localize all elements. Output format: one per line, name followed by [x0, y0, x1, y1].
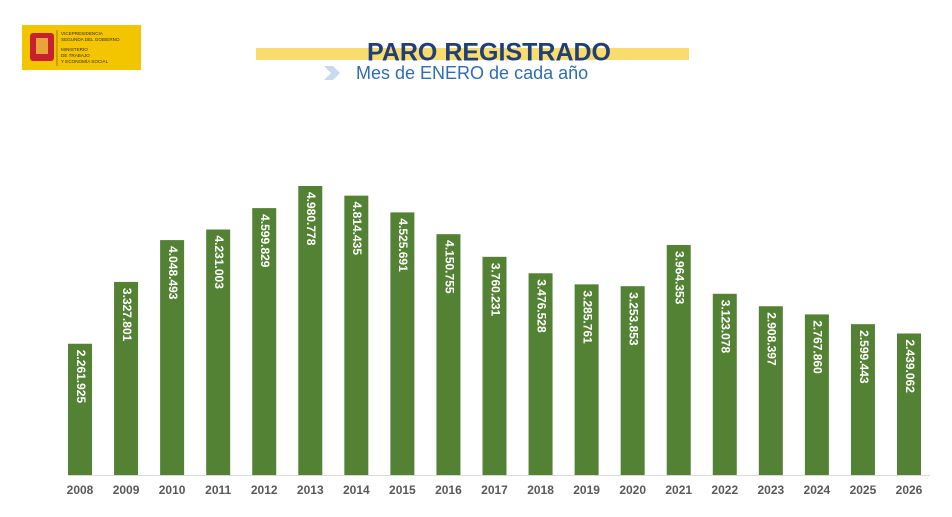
x-tick-label: 2014	[343, 483, 370, 497]
x-tick-label: 2024	[804, 483, 831, 497]
x-tick-label: 2020	[619, 483, 646, 497]
x-tick-label: 2012	[251, 483, 278, 497]
x-tick-label: 2018	[527, 483, 554, 497]
logo-text: VICEPRESIDENCIA	[61, 31, 104, 36]
value-label: 2.908.397	[765, 312, 779, 366]
x-tick-label: 2015	[389, 483, 416, 497]
bar	[114, 281, 139, 475]
x-tick-label: 2016	[435, 483, 462, 497]
bar	[160, 240, 185, 475]
chart-subtitle: Mes de ENERO de cada año	[356, 63, 588, 83]
x-tick-label: 2013	[297, 483, 324, 497]
x-tick-label: 2017	[481, 483, 508, 497]
bar	[344, 195, 369, 475]
value-label: 3.253.853	[626, 292, 640, 346]
value-label: 2.261.925	[74, 350, 88, 404]
value-label: 3.327.801	[120, 288, 134, 342]
value-label: 2.439.062	[903, 339, 917, 393]
bar	[528, 273, 553, 475]
value-label: 3.123.078	[719, 300, 733, 354]
bar	[68, 343, 92, 475]
value-label: 2.767.860	[811, 320, 825, 374]
bar	[574, 284, 599, 475]
logo-shield-inner	[36, 38, 48, 54]
bar	[298, 186, 323, 475]
title-highlight	[256, 48, 689, 60]
x-tick-label: 2010	[159, 483, 186, 497]
subtitle-arrow	[324, 66, 340, 80]
value-label: 4.048.493	[166, 246, 180, 300]
bar	[712, 293, 737, 475]
x-tick-label: 2023	[757, 483, 784, 497]
bar	[206, 229, 231, 475]
x-tick-label: 2025	[850, 483, 877, 497]
x-tick-label: 2011	[205, 483, 231, 497]
logo	[22, 25, 141, 70]
value-label: 3.476.528	[534, 279, 548, 333]
bar	[436, 234, 461, 475]
chart-title: PARO REGISTRADO	[367, 39, 611, 67]
x-tick-label: 2021	[665, 483, 692, 497]
value-label: 2.599.443	[857, 330, 871, 384]
bar	[620, 286, 645, 475]
x-tick-label: 2009	[113, 483, 140, 497]
logo-text: Y ECONOMÍA SOCIAL	[61, 58, 109, 64]
value-label: 4.814.435	[350, 202, 364, 256]
value-label: 3.964.353	[673, 251, 687, 305]
bar	[252, 208, 277, 475]
value-label: 4.525.691	[396, 218, 410, 272]
bar	[482, 256, 507, 475]
bar	[666, 244, 691, 475]
value-label: 3.760.231	[488, 263, 502, 317]
bar	[758, 306, 783, 475]
logo-text: SEGUNDA DEL GOBIERNO	[61, 37, 120, 42]
logo-text: DE TRABAJO	[61, 53, 90, 58]
value-label: 4.150.755	[442, 240, 456, 294]
logo-text: MINISTERIO	[61, 47, 88, 52]
x-tick-label: 2022	[711, 483, 738, 497]
value-label: 4.599.829	[258, 214, 272, 268]
bar	[897, 333, 921, 475]
bar	[390, 212, 415, 475]
value-label: 3.285.761	[580, 290, 594, 344]
bar	[850, 324, 875, 475]
x-tick-label: 2008	[67, 483, 94, 497]
x-tick-label: 2026	[896, 483, 923, 497]
bar	[804, 314, 829, 475]
value-label: 4.231.003	[212, 236, 226, 290]
x-tick-label: 2019	[573, 483, 600, 497]
value-label: 4.980.778	[304, 192, 318, 246]
